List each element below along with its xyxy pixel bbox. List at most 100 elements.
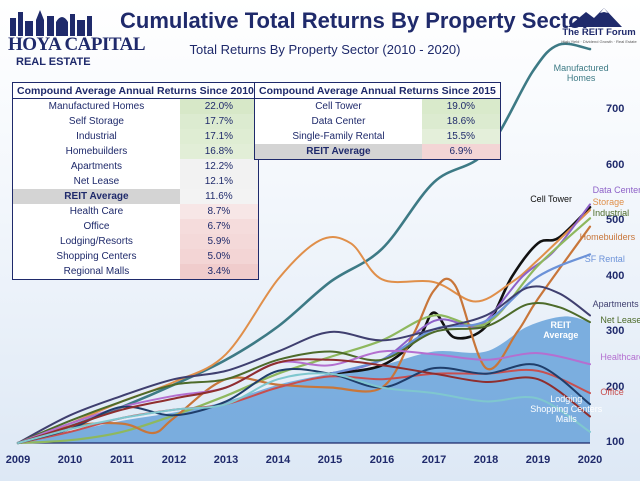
table-row: Single-Family Rental 15.5%	[255, 129, 501, 144]
logo-sub-text: REAL ESTATE	[16, 56, 91, 68]
sector-name: REIT Average	[12, 189, 180, 204]
x-tick-label: 2017	[421, 454, 447, 466]
y-tick-label: 300	[606, 325, 625, 338]
returns-table-2010: Compound Average Annual Returns Since 20…	[12, 82, 259, 280]
table-row: Apartments 12.2%	[13, 159, 259, 174]
returns-table-2015: Compound Average Annual Returns Since 20…	[254, 82, 501, 160]
table-row: Self Storage 17.7%	[13, 114, 259, 129]
table-row: Industrial 17.1%	[13, 129, 259, 144]
sector-return: 17.1%	[179, 129, 259, 144]
x-tick-label: 2009	[5, 454, 31, 466]
table-row: Cell Tower 19.0%	[255, 98, 501, 114]
x-tick-label: 2014	[265, 454, 291, 466]
sector-return: 6.9%	[421, 144, 501, 160]
table-row: Net Lease 12.1%	[13, 174, 259, 189]
sector-name: Net Lease	[73, 176, 120, 187]
sector-return: 22.0%	[179, 98, 259, 114]
forum-tagline: High Yield · Dividend Growth · Real Esta…	[561, 39, 637, 44]
y-tick-label: 100	[606, 436, 625, 448]
sector-return: 17.7%	[179, 114, 259, 129]
series-label: REIT Average	[543, 320, 579, 341]
forum-title: The REIT Forum	[562, 27, 636, 38]
chart-title: Cumulative Total Returns By Property Sec…	[120, 8, 591, 33]
sector-name: Industrial	[76, 131, 117, 142]
table-row: Office 6.7%	[13, 219, 259, 234]
reit-forum-logo: The REIT Forum High Yield · Dividend Gro…	[560, 6, 638, 46]
logo-main-text: HOYA CAPITAL	[8, 34, 146, 55]
table-row: Lodging/Resorts 5.9%	[13, 234, 259, 249]
series-label: SF Rental	[584, 253, 625, 264]
sector-name: Manufactured Homes	[48, 101, 145, 112]
sector-return: 6.7%	[179, 219, 259, 234]
sector-name: Self Storage	[68, 116, 124, 127]
chart-subtitle: Total Returns By Property Sector (2010 -…	[189, 42, 461, 57]
series-label: Net Lease	[600, 314, 640, 325]
area-reit-average	[18, 316, 590, 443]
x-tick-label: 2020	[577, 454, 603, 466]
sector-return: 8.7%	[179, 204, 259, 219]
sector-return: 12.1%	[179, 174, 259, 189]
sector-return: 18.6%	[421, 114, 501, 129]
x-tick-label: 2011	[110, 454, 134, 466]
sector-return: 12.2%	[179, 159, 259, 174]
series-line-net-lease	[17, 301, 591, 444]
hoya-capital-logo: HOYA CAPITAL REAL ESTATE	[2, 4, 146, 70]
table-row: REIT Average 11.6%	[12, 189, 259, 204]
series-line-apartments	[17, 285, 591, 444]
series-line-shopping-centers	[17, 358, 591, 444]
sector-name: Lodging/Resorts	[60, 236, 133, 247]
sector-return: 11.6%	[179, 189, 259, 204]
series-line-homebuilders	[16, 225, 592, 445]
series-line-industrial	[16, 217, 592, 445]
series-label: Manufactured Homes	[553, 62, 609, 83]
table-row: Manufactured Homes 22.0%	[13, 98, 259, 114]
series-label: Data Center	[592, 185, 640, 196]
mountain-icon	[568, 8, 622, 27]
y-tick-label: 700	[606, 103, 625, 116]
series-label: Healthcare	[600, 352, 640, 363]
sector-name: Single-Family Rental	[292, 131, 385, 142]
table-row: Homebuilders 16.8%	[13, 144, 259, 159]
y-tick-label: 500	[606, 214, 625, 227]
x-tick-label: 2018	[473, 454, 499, 466]
sector-name: Office	[83, 221, 110, 232]
y-tick-label: 400	[606, 269, 625, 282]
table-header: Compound Average Annual Returns Since 20…	[254, 82, 501, 99]
sector-return: 3.4%	[179, 264, 259, 280]
series-label: Office	[600, 387, 624, 398]
x-tick-label: 2016	[369, 454, 395, 466]
sector-return: 5.9%	[179, 234, 259, 249]
table-header: Compound Average Annual Returns Since 20…	[12, 82, 259, 99]
sector-name: Data Center	[311, 116, 366, 127]
sector-name: Cell Tower	[315, 101, 362, 112]
sector-name: Regional Malls	[63, 266, 130, 277]
table-row: Regional Malls 3.4%	[13, 264, 259, 280]
sector-return: 5.0%	[179, 249, 259, 264]
series-line-malls	[17, 372, 591, 444]
y-tick-label: 600	[606, 158, 625, 171]
x-tick-label: 2013	[213, 454, 239, 466]
sector-name: Health Care	[69, 206, 124, 217]
sector-return: 15.5%	[421, 129, 501, 144]
series-label: Storage	[592, 197, 625, 208]
series-label: Cell Tower	[530, 194, 573, 204]
skyline-icon	[10, 10, 92, 36]
table-row: REIT Average 6.9%	[254, 144, 501, 160]
table-row: Health Care 8.7%	[13, 204, 259, 219]
sector-name: Homebuilders	[65, 146, 128, 157]
series-line-cell-tower	[328, 205, 592, 375]
series-label: Homebuilders	[579, 231, 636, 242]
sector-return: 19.0%	[421, 98, 501, 114]
table-row: Data Center 18.6%	[255, 114, 501, 129]
table-row: Shopping Centers 5.0%	[13, 249, 259, 264]
sector-name: REIT Average	[254, 144, 422, 160]
sector-name: Apartments	[70, 161, 123, 172]
y-tick-label: 200	[606, 380, 625, 393]
sector-return: 16.8%	[179, 144, 259, 159]
sector-name: Shopping Centers	[56, 251, 137, 262]
x-tick-label: 2012	[161, 454, 187, 466]
x-tick-label: 2019	[525, 454, 551, 466]
series-line-lodging	[17, 363, 591, 444]
